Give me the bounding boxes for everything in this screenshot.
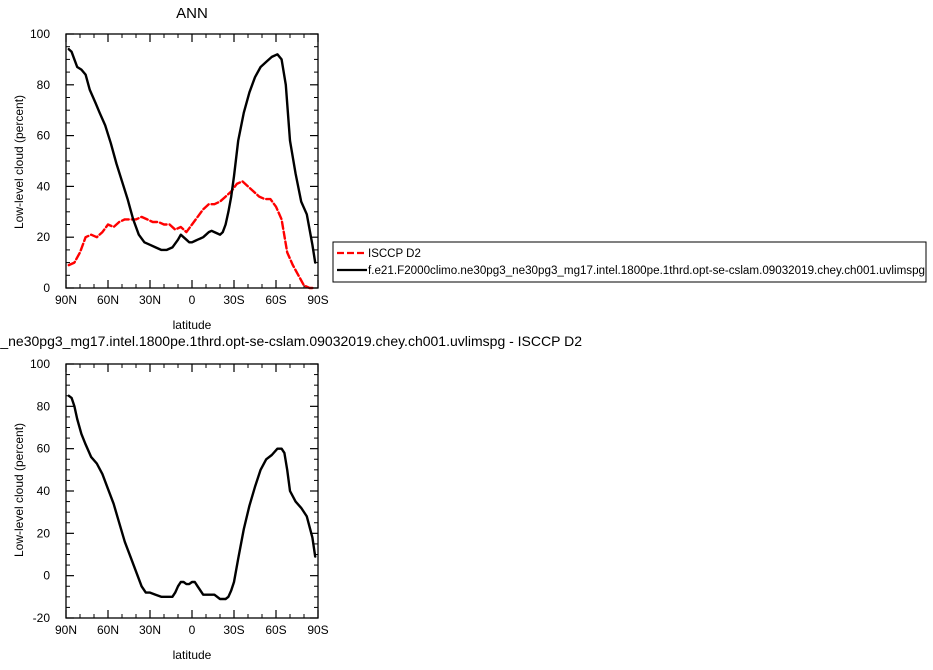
y-tick-label: 100	[30, 357, 50, 371]
y-tick-label: 60	[37, 129, 51, 143]
chart-title: ANN	[176, 5, 208, 22]
x-tick-label: 60N	[97, 293, 119, 307]
series-line-difference	[67, 394, 317, 601]
x-tick-label: 90S	[307, 623, 328, 637]
y-tick-label: 80	[37, 399, 51, 413]
plot-frame	[65, 363, 319, 619]
series-line-model	[67, 48, 317, 264]
y-tick-label: 0	[43, 281, 50, 295]
legend-box	[332, 241, 927, 283]
y-tick-label: 0	[43, 569, 50, 583]
legend-label-model: f.e21.F2000climo.ne30pg3_ne30pg3_mg17.in…	[368, 265, 925, 277]
y-tick-label: 20	[37, 230, 51, 244]
x-tick-label: 30S	[223, 293, 244, 307]
x-tick-label: 30S	[223, 623, 244, 637]
plot-frame	[65, 33, 319, 289]
x-tick-label: 60N	[97, 623, 119, 637]
y-tick-label: 20	[37, 526, 51, 540]
y-axis-label: Low-level cloud (percent)	[12, 95, 26, 229]
x-tick-label: 60S	[265, 623, 286, 637]
x-tick-label: 30N	[139, 293, 161, 307]
series-lines	[67, 48, 317, 290]
x-tick-label: 90N	[55, 623, 77, 637]
legend-label-isccp: ISCCP D2	[368, 248, 421, 260]
axes: 90N 60N 30N 0 30S 60S 90S 0 20 40 60 80 100	[30, 27, 329, 307]
y-tick-label: 40	[37, 484, 51, 498]
y-tick-label: -20	[33, 611, 51, 625]
y-axis-label: Low-level cloud (percent)	[12, 423, 26, 557]
chart-title: f.e21.F2000climo.ne30pg3_ne30pg3_mg17.in…	[0, 333, 582, 349]
y-tick-label: 40	[37, 179, 51, 193]
bottom-chart: f.e21.F2000climo.ne30pg3_ne30pg3_mg17.in…	[0, 333, 582, 662]
legend: ISCCP D2 f.e21.F2000climo.ne30pg3_ne30pg…	[332, 241, 927, 283]
x-axis-label: latitude	[173, 648, 212, 662]
x-axis-label: latitude	[173, 318, 212, 332]
x-tick-label: 0	[189, 293, 196, 307]
series-line-isccp-d2	[67, 180, 317, 290]
x-tick-label: 60S	[265, 293, 286, 307]
x-tick-label: 90S	[307, 293, 328, 307]
x-tick-label: 30N	[139, 623, 161, 637]
top-chart: ANN Low-level cloud (percent) latitude 9…	[12, 5, 329, 332]
x-tick-label: 0	[189, 623, 196, 637]
series-lines	[67, 394, 317, 601]
y-tick-label: 80	[37, 78, 51, 92]
x-tick-label: 90N	[55, 293, 77, 307]
y-tick-label: 100	[30, 27, 50, 41]
axes: 90N 60N 30N 0 30S 60S 90S -20 0 20 40 60 80 100	[30, 357, 329, 637]
y-tick-label: 60	[37, 442, 51, 456]
